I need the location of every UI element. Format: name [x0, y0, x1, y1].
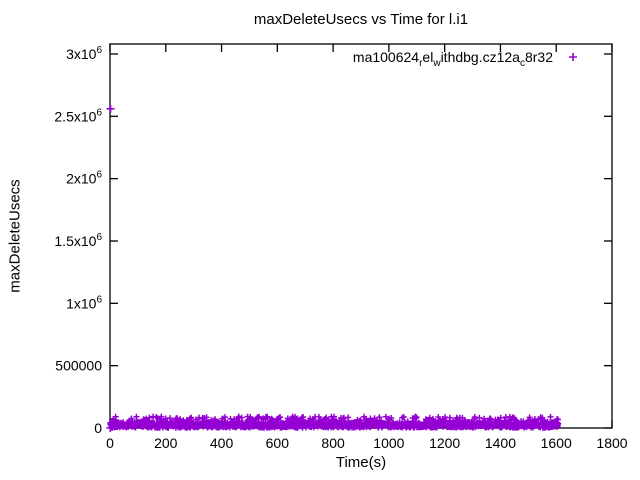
- y-tick-label-exponent: 6: [96, 45, 102, 56]
- y-tick-label-base: 3x10: [66, 46, 97, 62]
- y-tick-label: 0: [94, 420, 102, 436]
- y-tick-label-base: 0: [94, 420, 102, 436]
- legend-label-subscript: c: [520, 58, 525, 69]
- y-tick-label: 1.5x106: [54, 232, 102, 249]
- y-tick-label: 500000: [55, 358, 102, 374]
- x-axis-tick-labels: 0 200 400 600 800 1000 1200 1400 1600 1800: [106, 435, 628, 451]
- y-tick-label-exponent: 6: [96, 107, 102, 118]
- y-tick-label-exponent: 6: [96, 232, 102, 243]
- x-tick-label: 200: [154, 435, 178, 451]
- x-tick-label: 1800: [596, 435, 627, 451]
- legend-label-subscript: w: [432, 58, 441, 69]
- data-points-outliers: [106, 104, 115, 432]
- y-tick-label: 2x106: [66, 170, 102, 187]
- legend-label-subscript: r: [419, 58, 423, 69]
- y-axis-label: maxDeleteUsecs: [6, 179, 24, 293]
- y-tick-label-base: 500000: [55, 358, 102, 374]
- y-tick-label: 1x106: [66, 294, 102, 311]
- legend-label-text: el: [422, 49, 433, 65]
- x-tick-label: 0: [106, 435, 114, 451]
- legend-label-text: 8r32: [525, 49, 553, 65]
- x-tick-label: 600: [266, 435, 290, 451]
- legend-label-text: ma100624: [353, 49, 419, 65]
- legend-marker-plus: [569, 53, 577, 61]
- data-points-band: [107, 413, 562, 431]
- y-tick-label-base: 2x10: [66, 171, 97, 187]
- legend-label-text: ithdbg.cz12a: [441, 49, 521, 65]
- legend-series-label: ma100624relwithdbg.cz12ac8r32: [353, 49, 553, 69]
- legend: ma100624relwithdbg.cz12ac8r32: [353, 49, 577, 69]
- x-tick-label: 1400: [485, 435, 516, 451]
- x-tick-label: 1600: [541, 435, 572, 451]
- x-tick-label: 1200: [429, 435, 460, 451]
- chart-title: maxDeleteUsecs vs Time for l.i1: [253, 11, 469, 28]
- x-tick-label: 400: [210, 435, 234, 451]
- y-tick-label: 2.5x106: [54, 107, 102, 124]
- y-tick-label-exponent: 6: [96, 170, 102, 181]
- y-tick-label-base: 2.5x10: [54, 108, 96, 124]
- y-tick-label-base: 1.5x10: [54, 233, 96, 249]
- x-tick-label: 800: [321, 435, 345, 451]
- y-tick-label-base: 1x10: [66, 295, 97, 311]
- y-tick-label: 3x106: [66, 45, 102, 62]
- x-tick-label: 1000: [373, 435, 404, 451]
- y-tick-label-exponent: 6: [96, 294, 102, 305]
- x-axis-label: Time(s): [335, 454, 387, 471]
